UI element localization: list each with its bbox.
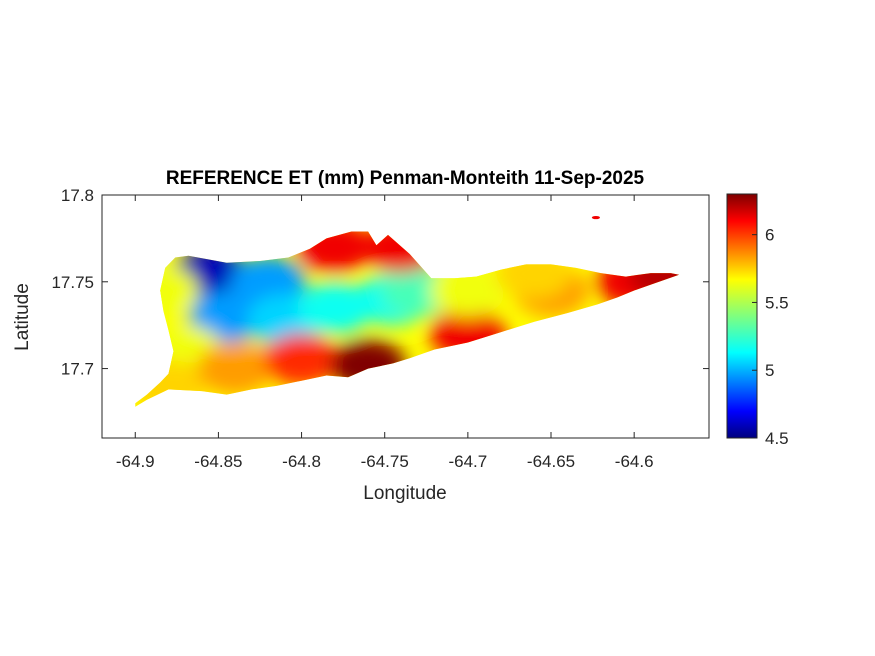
x-tick-label: -64.8 xyxy=(282,452,321,471)
islet xyxy=(591,215,600,220)
heat-sample-11 xyxy=(263,333,340,386)
colorbar xyxy=(726,193,758,439)
y-tick-label: 17.8 xyxy=(61,186,94,205)
x-tick-label: -64.75 xyxy=(361,452,409,471)
colorbar-tick-label: 6 xyxy=(765,226,774,245)
y-tick-label: 17.75 xyxy=(51,273,94,292)
axes-box xyxy=(101,194,710,439)
x-tick-label: -64.7 xyxy=(448,452,487,471)
x-tick-label: -64.9 xyxy=(116,452,155,471)
heat-sample-4 xyxy=(296,281,373,334)
heat-sample-2 xyxy=(188,290,265,343)
colorbar-tick-label: 5 xyxy=(765,361,774,380)
x-tick-label: -64.6 xyxy=(615,452,654,471)
colorbar-tick-label: 4.5 xyxy=(765,429,789,448)
x-axis-label: Longitude xyxy=(363,483,446,504)
y-tick-label: 17.7 xyxy=(61,360,94,379)
y-axis-label: Latitude xyxy=(12,283,33,351)
heat-sample-10 xyxy=(197,342,274,395)
chart-title: REFERENCE ET (mm) Penman-Monteith 11-Sep… xyxy=(166,168,645,189)
x-tick-label: -64.85 xyxy=(194,452,242,471)
x-tick-label: -64.65 xyxy=(527,452,575,471)
colorbar-tick-label: 5.5 xyxy=(765,293,789,312)
